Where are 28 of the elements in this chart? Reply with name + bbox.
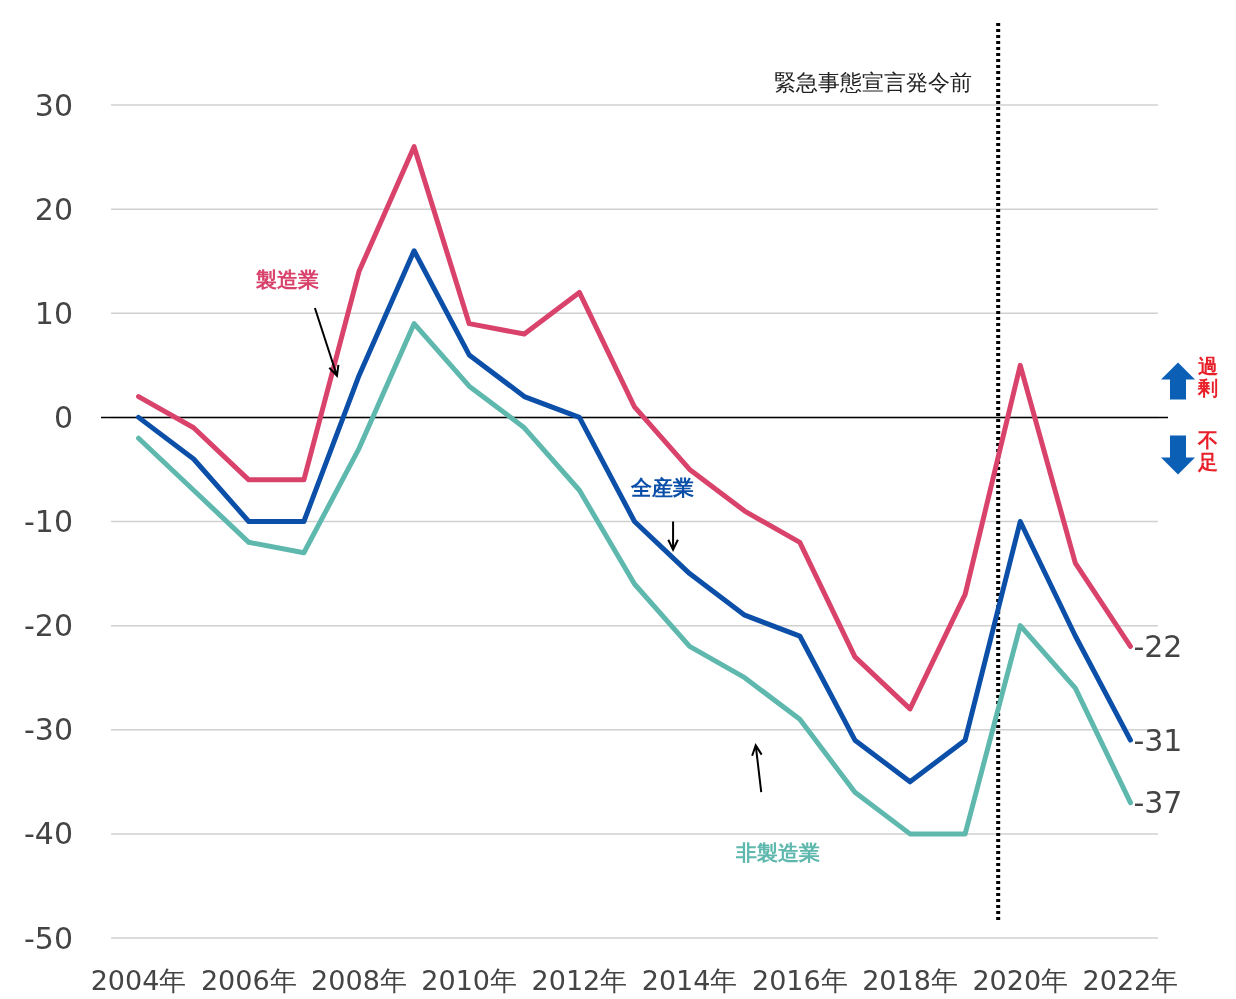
- y-tick-label: -20: [24, 608, 73, 644]
- y-tick-label: -40: [24, 816, 73, 852]
- x-tick-label: 2022年: [1082, 965, 1179, 996]
- data-label: -31: [1133, 722, 1183, 758]
- y-tick-label: -50: [24, 920, 73, 956]
- text: 不足: [1197, 428, 1218, 475]
- y-tick-label: 0: [53, 399, 73, 435]
- x-tick-label: 2004年: [90, 965, 187, 996]
- series-label: 製造業: [254, 268, 319, 293]
- x-tick-label: 2018年: [862, 965, 958, 996]
- y-tick-label: 10: [34, 295, 73, 331]
- y-tick-label: -10: [24, 504, 73, 539]
- x-tick-label: 2016年: [751, 965, 848, 996]
- data-label: -22: [1133, 628, 1183, 664]
- text: 過剰: [1197, 354, 1218, 401]
- y-tick-label: -30: [24, 712, 73, 748]
- x-tick-label: 2010年: [421, 965, 518, 996]
- ref-line-label: 緊急事態宣言発令前: [774, 70, 973, 95]
- y-tick-label: 20: [34, 191, 73, 227]
- x-tick-label: 2012年: [531, 965, 628, 996]
- x-tick-label: 2014年: [641, 965, 738, 996]
- x-tick-label: 2006年: [200, 965, 297, 996]
- data-label: -37: [1133, 785, 1183, 821]
- text: 非製造業: [734, 840, 820, 865]
- y-tick-label: 30: [34, 87, 73, 123]
- series-label: 全産業: [629, 476, 694, 501]
- x-tick-label: 2008年: [311, 965, 407, 996]
- x-tick-label: 2020年: [972, 965, 1069, 996]
